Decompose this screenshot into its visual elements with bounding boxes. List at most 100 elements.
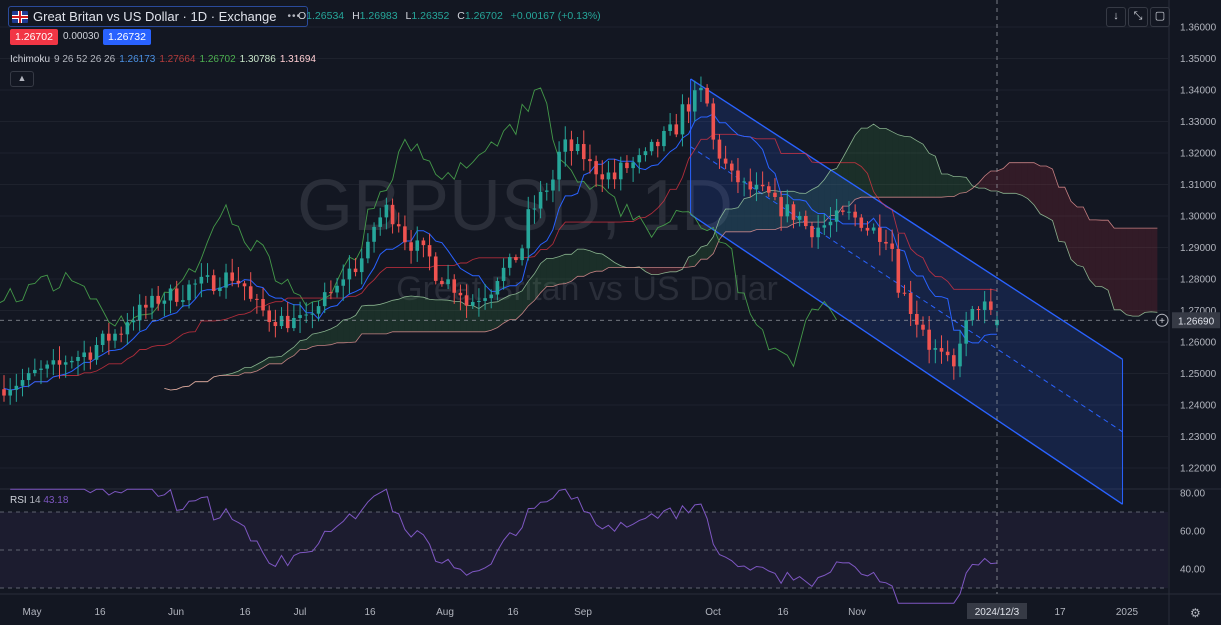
candle-body	[927, 329, 931, 350]
add-alert-plus: +	[1159, 316, 1165, 327]
candle-body	[668, 124, 672, 131]
symbol-title[interactable]: Great Britan vs US Dollar · 1D · Exchang…	[8, 6, 308, 27]
time-tick-label: 16	[507, 607, 519, 618]
candle-body	[88, 352, 93, 360]
cloud-segment	[750, 193, 757, 232]
ohlc-open: 1.26534	[306, 10, 345, 22]
time-tick-label: 16	[777, 607, 789, 618]
cloud-segment	[374, 304, 381, 334]
sell-button[interactable]: 1.26702	[10, 29, 58, 45]
arrow-down-icon[interactable]: ↓	[1106, 7, 1126, 27]
time-tick-label: 17	[1054, 607, 1066, 618]
candle-body	[871, 227, 876, 231]
senkou-span-a-line	[164, 123, 1158, 391]
cloud-segment	[645, 267, 652, 275]
regression-channel[interactable]	[690, 78, 1124, 505]
candle-body	[810, 226, 814, 238]
cloud-segment	[1101, 220, 1109, 291]
candle-body	[692, 90, 697, 112]
cloud-segment	[885, 128, 893, 198]
cloud-segment	[694, 247, 701, 267]
ohlc-low: 1.26352	[411, 10, 450, 22]
candle-body	[779, 197, 783, 217]
price-crosshair-label: 1.26690	[1178, 316, 1215, 327]
cloud-segment	[460, 301, 467, 332]
time-tick-label: 16	[364, 607, 376, 618]
cloud-segment	[417, 296, 424, 332]
candle-body	[544, 190, 549, 192]
candle-body	[440, 280, 444, 285]
candle-body	[859, 217, 864, 228]
rsi-legend[interactable]: RSI 14 43.18	[10, 495, 68, 506]
candle-body	[495, 281, 500, 295]
candle-body	[144, 304, 148, 308]
candle-body	[754, 184, 759, 190]
candle-body	[557, 151, 561, 180]
candle-body	[316, 306, 321, 314]
cloud-segment	[836, 157, 843, 216]
channel-upper-line	[690, 78, 1123, 360]
time-tick-label: Aug	[436, 607, 454, 618]
candle-body	[218, 287, 222, 292]
price-tick-label: 1.28000	[1180, 275, 1217, 286]
cloud-segment	[312, 332, 319, 347]
cloud-segment	[497, 298, 504, 328]
cloud-segment	[657, 267, 664, 275]
cloud-segment	[818, 179, 825, 223]
cloud-segment	[1077, 206, 1084, 267]
cloud-segment	[281, 351, 288, 364]
candle-body	[766, 186, 771, 193]
cloud-segment	[287, 347, 294, 359]
collapse-icon[interactable]: ⤡	[1128, 7, 1148, 27]
cloud-segment	[1071, 201, 1078, 266]
cloud-segment	[293, 340, 301, 356]
collapse-legend-button[interactable]: ▲	[10, 71, 34, 87]
candle-body	[205, 275, 210, 277]
cloud-segment	[478, 304, 486, 332]
cloud-segment	[608, 258, 615, 268]
cloud-segment	[318, 331, 325, 346]
watermark-symbol: GBPUSD, 1D	[297, 166, 733, 246]
cloud-segment	[922, 144, 930, 198]
time-tick-label: Oct	[705, 607, 721, 618]
cloud-segment	[392, 299, 399, 332]
candle-body	[470, 301, 475, 306]
candle-body	[174, 288, 179, 302]
gear-icon[interactable]: ⚙	[1190, 606, 1201, 620]
candle-body	[699, 87, 703, 91]
cloud-segment	[540, 258, 547, 293]
ichimoku-cloud	[164, 124, 1158, 390]
candle-body	[569, 139, 574, 152]
ichimoku-legend[interactable]: Ichimoku 9 26 52 26 26 1.26173 1.27664 1.267…	[10, 54, 320, 65]
cloud-segment	[947, 174, 954, 197]
cloud-segment	[1132, 228, 1139, 317]
candle-body	[600, 174, 605, 180]
candle-body	[828, 221, 833, 226]
cloud-segment	[1095, 219, 1102, 287]
candle-body	[581, 144, 586, 160]
ohlc-change: +0.00167 (+0.13%)	[510, 10, 601, 22]
ohlc-legend: O1.26534 H1.26983 L1.26352 C1.26702 +0.0…	[298, 10, 606, 22]
candle-body	[181, 300, 185, 302]
candle-body	[57, 360, 62, 365]
senkou-span-b-line	[164, 162, 1158, 391]
cloud-segment	[737, 198, 745, 232]
cloud-segment	[904, 136, 911, 198]
cloud-segment	[343, 318, 350, 343]
candle-body	[279, 315, 284, 327]
candle-body	[686, 104, 691, 112]
rsi-tick-label: 60.00	[1180, 527, 1205, 538]
candle-body	[736, 170, 740, 183]
fullscreen-icon[interactable]: ▢	[1150, 7, 1170, 27]
cloud-segment	[910, 136, 917, 198]
cloud-segment	[1138, 228, 1146, 317]
ellipsis-icon[interactable]: •••	[287, 11, 301, 22]
candle-body	[384, 204, 389, 218]
buy-button[interactable]: 1.26732	[103, 29, 151, 45]
cloud-segment	[583, 249, 590, 277]
cloud-segment	[614, 262, 621, 268]
price-tick-label: 1.32000	[1180, 149, 1217, 160]
cloud-segment	[232, 371, 239, 376]
